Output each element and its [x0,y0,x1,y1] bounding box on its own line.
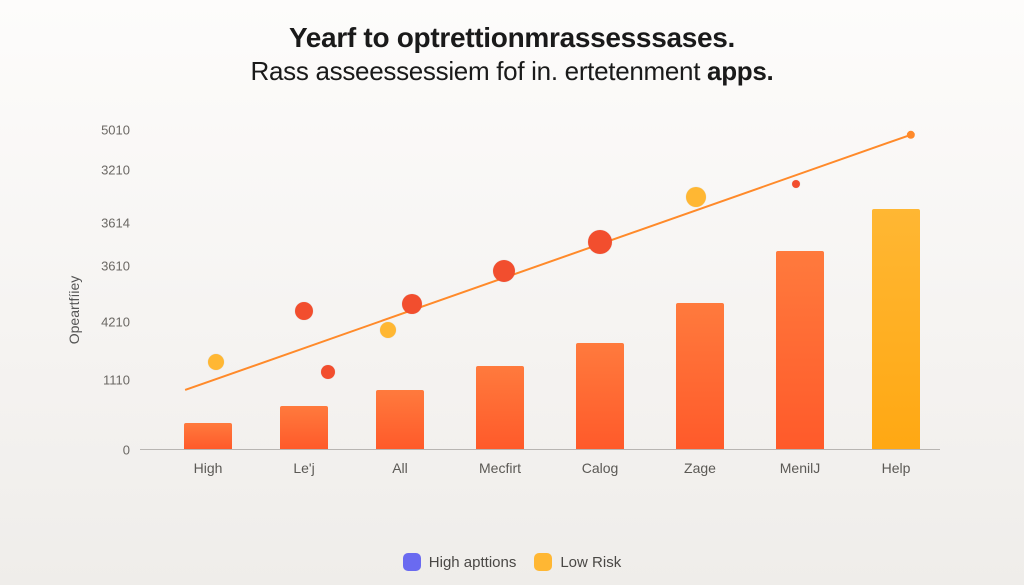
bar [376,390,424,449]
legend-swatch [534,553,552,571]
y-tick: 1110 [103,372,130,387]
y-tick: 0 [123,443,130,458]
bar [184,423,232,449]
chart: Opeartfíiey 5010321036143610421011100 Hi… [100,130,950,490]
bar [280,406,328,449]
x-tick-label: High [194,460,223,476]
chart-title-line2: Rass asseessessiem fof in. ertetenment a… [0,56,1024,87]
bar [576,343,624,449]
bar [476,366,524,449]
legend-swatch [403,553,421,571]
x-tick-label: All [392,460,408,476]
legend-label: Low Risk [560,554,621,571]
x-tick-label: Zage [684,460,716,476]
bar [776,251,824,449]
y-tick: 3614 [101,215,130,230]
bar [872,209,920,449]
chart-title-line1: Yearf to optrettionmrassesssases. [0,22,1024,54]
legend-item: Low Risk [534,553,621,571]
chart-title-block: Yearf to optrettionmrassesssases. Rass a… [0,0,1024,87]
legend-label: High apttions [429,554,517,571]
plot-area: 5010321036143610421011100 [140,130,940,450]
x-tick-label: MenilJ [780,460,820,476]
y-tick: 5010 [101,123,130,138]
chart-title-line2-prefix: Rass asseessessiem fof in. ertetenment [251,56,708,86]
x-tick-label: Calog [582,460,619,476]
x-tick-label: Help [882,460,911,476]
marker-dot [686,187,706,207]
marker-dot [588,230,612,254]
marker-dot [493,260,515,282]
marker-dot [295,302,313,320]
marker-dot [402,294,422,314]
y-tick: 4210 [101,315,130,330]
bar [676,303,724,449]
legend: High apttions Low Risk [0,553,1024,571]
marker-dot [380,322,396,338]
x-tick-label: Le'j [293,460,314,476]
marker-dot [792,180,800,188]
marker-dot [208,354,224,370]
x-axis-labels: High Le'j All Mecfirt Calog Zage MenilJ Help [140,460,940,484]
legend-item: High apttions [403,553,517,571]
marker-dot [321,365,335,379]
y-tick: 3210 [101,163,130,178]
y-tick: 3610 [101,259,130,274]
x-tick-label: Mecfirt [479,460,521,476]
y-axis-label: Opeartfíiey [66,276,82,344]
chart-title-line2-bold: apps. [707,56,773,86]
